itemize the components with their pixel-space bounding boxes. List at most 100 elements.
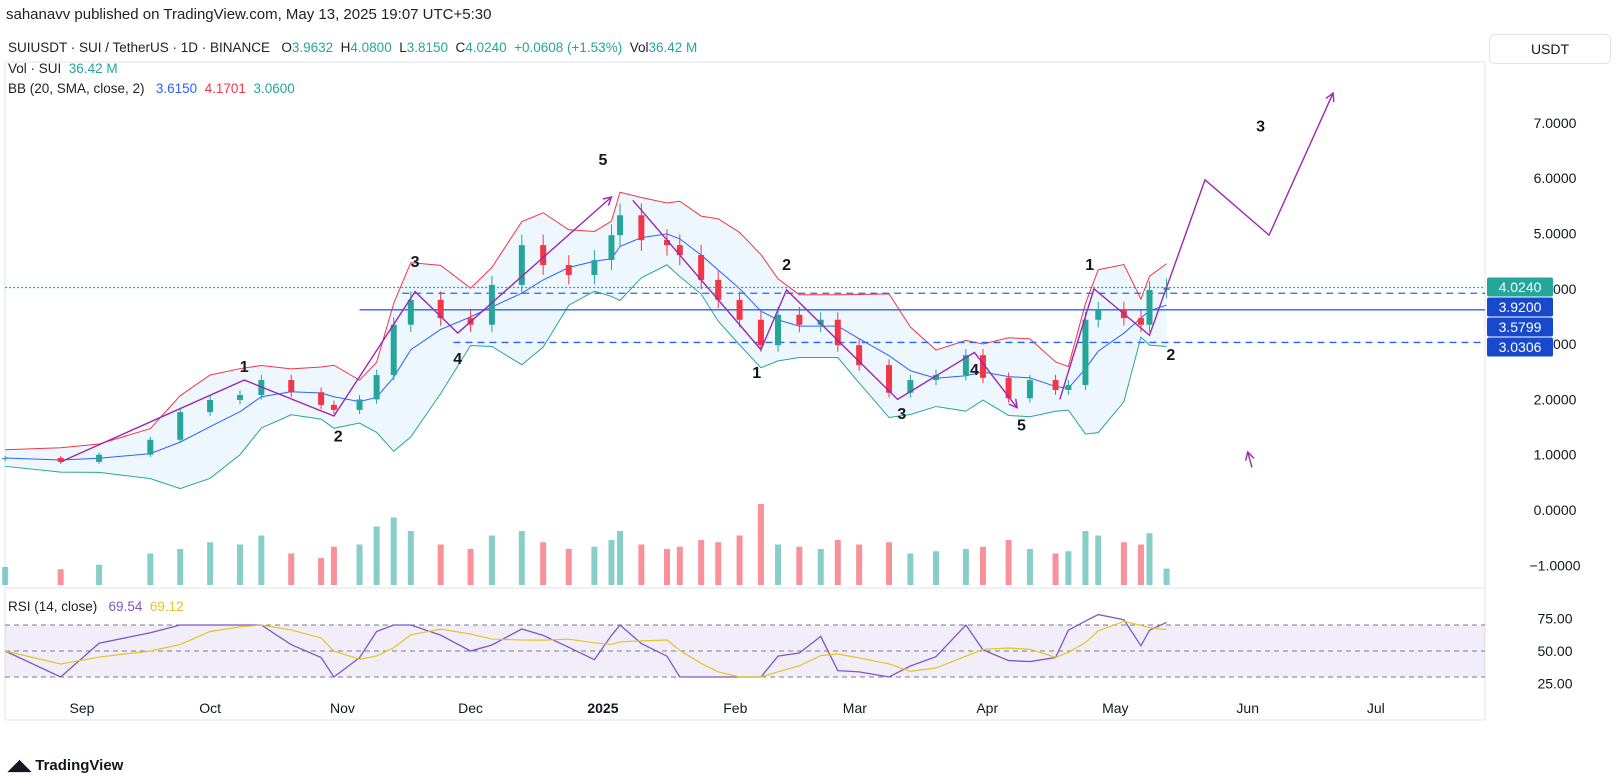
candle xyxy=(1082,319,1089,386)
price-level-badge xyxy=(1487,317,1553,337)
volume-bar xyxy=(1052,553,1059,585)
candle xyxy=(390,324,397,376)
volume-bar xyxy=(96,564,103,585)
price-tick-label: 5.0000 xyxy=(1534,226,1577,242)
candle xyxy=(330,404,337,410)
arrowhead-icon xyxy=(602,196,613,206)
price-level-badge xyxy=(1487,277,1553,297)
volume-bar xyxy=(736,535,743,585)
time-tick-label: Sep xyxy=(70,700,95,716)
tv-logo-icon: ◢◣ xyxy=(8,757,36,774)
rsi-tick-label: 75.00 xyxy=(1537,611,1572,627)
vol-value: 36.42 M xyxy=(648,40,698,55)
symbol[interactable]: SUIUSDT · SUI / TetherUS · 1D · BINANCE xyxy=(8,40,271,55)
candle xyxy=(1065,385,1072,390)
elliott-wave-line xyxy=(1247,451,1253,468)
time-tick-label: Mar xyxy=(843,700,867,716)
candle xyxy=(540,245,547,266)
volume-bar xyxy=(608,540,615,585)
candle xyxy=(886,365,893,393)
volume-bar xyxy=(177,549,184,585)
volume-bar xyxy=(390,517,397,585)
volume-bar xyxy=(373,526,380,585)
volume-bar xyxy=(617,531,624,585)
rsi-value: 69.54 xyxy=(108,599,143,614)
bb-fill xyxy=(5,192,1167,489)
volume-indicator-value: 36.42 M xyxy=(68,61,118,76)
volume-legend[interactable]: Vol · SUI 36.42 M xyxy=(8,61,118,76)
open-label: O xyxy=(281,40,292,55)
volume-bar xyxy=(796,546,803,585)
candle xyxy=(933,375,939,381)
price-tick-label: 7.0000 xyxy=(1534,115,1577,131)
bb-upper-value: 4.1701 xyxy=(204,81,246,96)
close-label: C xyxy=(455,40,466,55)
candle xyxy=(757,319,764,346)
wave-label: 3 xyxy=(897,406,906,423)
wave-label: 3 xyxy=(411,254,420,271)
volume-bar xyxy=(715,542,722,585)
candle xyxy=(907,380,914,393)
candle xyxy=(1137,318,1144,325)
volume-bar xyxy=(2,567,9,585)
candle xyxy=(663,240,670,246)
volume-bar xyxy=(147,553,154,585)
volume-bar xyxy=(565,549,572,585)
bb-label: BB (20, SMA, close, 2) xyxy=(8,81,145,96)
symbol-legend: SUIUSDT · SUI / TetherUS · 1D · BINANCE … xyxy=(8,40,697,55)
elliott-wave-line xyxy=(1059,92,1334,400)
rsi-legend[interactable]: RSI (14, close) 69.54 69.12 xyxy=(8,599,184,614)
price-tick-label: 6.0000 xyxy=(1534,170,1577,186)
wave-label: 2 xyxy=(334,428,343,445)
volume-bar xyxy=(467,549,474,585)
candle xyxy=(147,439,154,455)
price-level-label: 3.0306 xyxy=(1499,339,1542,355)
time-tick-label: Oct xyxy=(199,700,221,716)
candle xyxy=(817,319,824,325)
candle xyxy=(57,458,64,462)
volume-bar xyxy=(236,544,243,585)
candle xyxy=(715,279,722,300)
candle xyxy=(591,260,598,275)
rsi-label: RSI (14, close) xyxy=(8,599,98,614)
candle xyxy=(437,299,444,319)
vol-label: Vol xyxy=(629,40,649,55)
currency-button[interactable]: USDT xyxy=(1489,34,1611,64)
bb-basis-value: 3.6150 xyxy=(155,81,198,96)
rsi-ma-value: 69.12 xyxy=(149,599,184,614)
price-level-badge xyxy=(1487,337,1553,357)
volume-bar xyxy=(817,549,824,585)
close-value: 4.0240 xyxy=(465,40,507,55)
volume-bar xyxy=(1026,549,1033,585)
volume-bar xyxy=(207,542,214,585)
candle xyxy=(1005,377,1012,399)
price-level-badge xyxy=(1487,297,1553,317)
bb-legend[interactable]: BB (20, SMA, close, 2) 3.6150 4.1701 3.0… xyxy=(8,81,295,96)
candle xyxy=(518,245,525,285)
volume-indicator-label: Vol · SUI xyxy=(8,61,62,76)
elliott-wave-line xyxy=(632,199,1018,409)
candle xyxy=(775,314,782,346)
time-tick-label: Nov xyxy=(330,700,355,716)
candle xyxy=(1146,289,1153,325)
volume-bar xyxy=(258,535,265,585)
volume-bar xyxy=(757,504,764,585)
candle xyxy=(617,215,624,236)
candle xyxy=(207,399,214,413)
change-value: +0.0608 (+1.53%) xyxy=(514,40,623,55)
volume-bar xyxy=(638,544,645,585)
candle xyxy=(962,355,969,376)
candle xyxy=(698,255,705,280)
volume-bar xyxy=(1163,568,1170,585)
publisher-line: sahanavv published on TradingView.com, M… xyxy=(6,6,492,23)
candle xyxy=(177,412,184,440)
volume-bar xyxy=(1137,544,1144,585)
candle xyxy=(488,284,495,325)
time-tick-label: May xyxy=(1102,700,1128,716)
volume-bar xyxy=(356,544,363,585)
wave-label: 2 xyxy=(782,257,791,274)
candle xyxy=(288,380,295,393)
candle xyxy=(1095,309,1102,320)
volume-bar xyxy=(1065,551,1072,585)
